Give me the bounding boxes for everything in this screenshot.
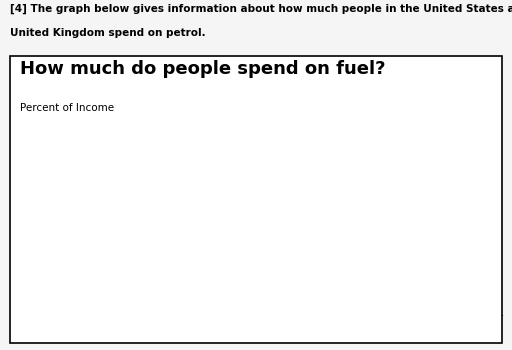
Text: [4] The graph below gives information about how much people in the United States: [4] The graph below gives information ab… — [10, 4, 512, 14]
Text: United States: United States — [226, 151, 306, 164]
Text: United Kingdom: United Kingdom — [218, 240, 313, 253]
Text: Percent of Income: Percent of Income — [20, 103, 115, 113]
Text: United Kingdom spend on petrol.: United Kingdom spend on petrol. — [10, 28, 206, 38]
Text: How much do people spend on fuel?: How much do people spend on fuel? — [20, 60, 386, 77]
